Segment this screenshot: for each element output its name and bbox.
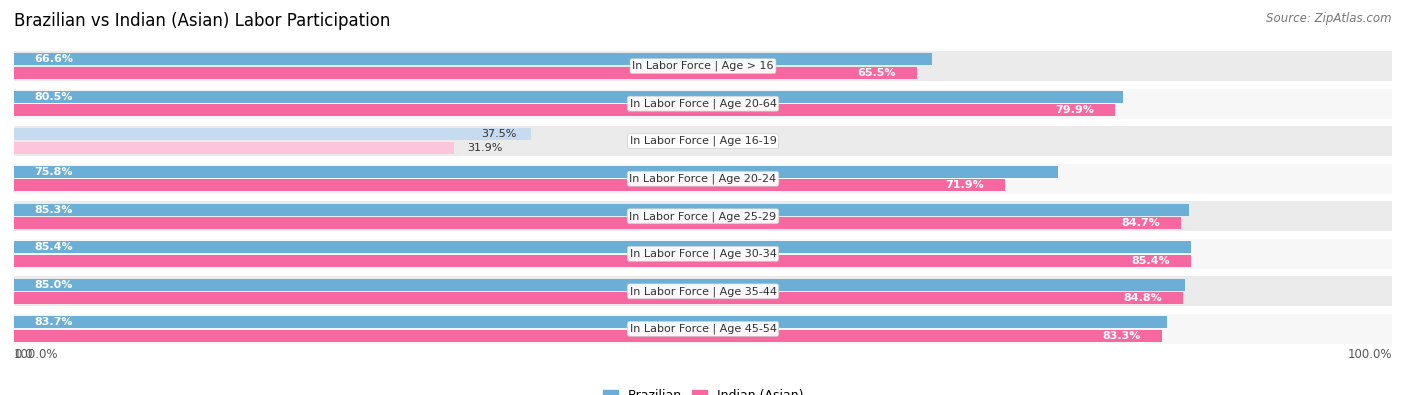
Text: In Labor Force | Age 20-64: In Labor Force | Age 20-64 (630, 98, 776, 109)
Bar (14, 91, 1123, 103)
Text: In Labor Force | Age 20-24: In Labor Force | Age 20-24 (630, 173, 776, 184)
Text: In Labor Force | Age 45-54: In Labor Force | Age 45-54 (630, 324, 776, 334)
Text: In Labor Force | Age > 16: In Labor Force | Age > 16 (633, 61, 773, 71)
Bar (14, 128, 531, 141)
Text: 85.4%: 85.4% (1132, 256, 1170, 265)
Bar (14, 166, 1059, 178)
Text: 85.4%: 85.4% (35, 242, 73, 252)
Bar (14, 217, 1181, 229)
Text: 100.0%: 100.0% (14, 348, 59, 361)
Bar (14, 203, 1189, 216)
Bar (14, 104, 1115, 117)
Bar (14, 164, 1392, 194)
Text: Source: ZipAtlas.com: Source: ZipAtlas.com (1267, 12, 1392, 25)
Text: In Labor Force | Age 25-29: In Labor Force | Age 25-29 (630, 211, 776, 222)
Text: 85.3%: 85.3% (35, 205, 73, 214)
Text: 71.9%: 71.9% (945, 181, 984, 190)
Text: 66.6%: 66.6% (35, 55, 73, 64)
Bar (14, 89, 1392, 118)
Bar (14, 201, 1392, 231)
Bar (14, 67, 917, 79)
Bar (14, 53, 932, 66)
Text: In Labor Force | Age 35-44: In Labor Force | Age 35-44 (630, 286, 776, 297)
Text: 37.5%: 37.5% (482, 130, 517, 139)
Text: 75.8%: 75.8% (35, 167, 73, 177)
Text: 0.0: 0.0 (14, 348, 32, 361)
Bar (14, 278, 1185, 291)
Text: 65.5%: 65.5% (858, 68, 896, 78)
Text: 83.7%: 83.7% (35, 317, 73, 327)
Bar (14, 51, 1392, 81)
Text: 85.0%: 85.0% (35, 280, 73, 290)
Text: 80.5%: 80.5% (35, 92, 73, 102)
Bar (14, 314, 1392, 344)
Bar (14, 126, 1392, 156)
Text: In Labor Force | Age 16-19: In Labor Force | Age 16-19 (630, 136, 776, 147)
Legend: Brazilian, Indian (Asian): Brazilian, Indian (Asian) (598, 384, 808, 395)
Text: 84.8%: 84.8% (1123, 293, 1161, 303)
Bar (14, 292, 1182, 304)
Bar (14, 316, 1167, 328)
Text: 100.0%: 100.0% (1347, 348, 1392, 361)
Bar (14, 241, 1191, 253)
Text: Brazilian vs Indian (Asian) Labor Participation: Brazilian vs Indian (Asian) Labor Partic… (14, 12, 391, 30)
Bar (14, 276, 1392, 307)
Text: 79.9%: 79.9% (1056, 105, 1094, 115)
Text: 83.3%: 83.3% (1102, 331, 1142, 340)
Bar (14, 142, 454, 154)
Text: 84.7%: 84.7% (1122, 218, 1160, 228)
Bar (14, 239, 1392, 269)
Text: In Labor Force | Age 30-34: In Labor Force | Age 30-34 (630, 248, 776, 259)
Bar (14, 254, 1191, 267)
Bar (14, 329, 1161, 342)
Text: 31.9%: 31.9% (467, 143, 503, 153)
Bar (14, 179, 1005, 192)
